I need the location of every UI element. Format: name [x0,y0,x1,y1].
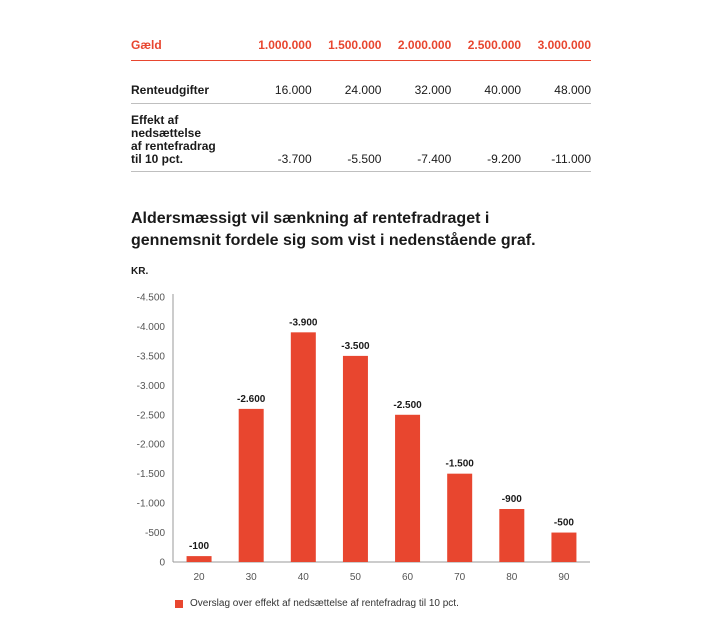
table-row-renteudgifter: Renteudgifter 16.000 24.000 32.000 40.00… [131,77,591,104]
table-header-row: Gæld 1.000.000 1.500.000 2.000.000 2.500… [131,30,591,61]
table-cell: 48.000 [521,77,591,104]
y-tick-label: -500 [145,528,165,539]
row-label-effekt: Effekt af nedsættelse af rentefradrag ti… [131,103,242,172]
y-tick-label: -3.500 [137,351,166,362]
row-label-renteudgifter: Renteudgifter [131,77,242,104]
header-1500000: 1.500.000 [311,30,382,61]
bar [499,509,525,562]
data-label: -1.500 [446,459,475,470]
header-2000000: 2.000.000 [381,30,452,61]
chart-legend: Overslag over effekt af nedsættelse af r… [175,598,459,609]
y-tick-label: -4.500 [137,293,166,304]
header-1000000: 1.000.000 [241,30,312,61]
legend-label: Overslag over effekt af nedsættelse af r… [190,598,459,609]
data-label: -2.600 [237,394,266,405]
x-tick-label: 60 [402,572,414,583]
table-cell: -9.200 [451,103,522,172]
header-3000000: 3.000.000 [521,30,591,61]
x-tick-label: 40 [298,572,310,583]
table-row-effekt: Effekt af nedsættelse af rentefradrag ti… [131,103,591,172]
table-cell: -5.500 [311,103,382,172]
x-tick-label: 90 [558,572,570,583]
bar [238,408,264,562]
y-tick-label: -4.000 [137,322,166,333]
legend-swatch [175,599,183,608]
table-cell: -7.400 [381,103,452,172]
table-spacer [131,61,591,78]
effekt-label-line: af rentefradrag [131,139,216,153]
bar [447,473,473,562]
bar [186,556,212,562]
x-tick-label: 20 [194,572,206,583]
bar [290,332,316,562]
data-label: -500 [554,518,574,529]
header-2500000: 2.500.000 [451,30,522,61]
x-tick-label: 70 [454,572,466,583]
heading-line: gennemsnit fordele sig som vist i nedens… [131,232,536,249]
x-tick-label: 80 [506,572,518,583]
bar [551,532,577,562]
data-label: -3.900 [289,317,318,328]
table-cell: -11.000 [521,103,591,172]
x-tick-label: 30 [246,572,258,583]
table-cell: 24.000 [311,77,382,104]
y-tick-label: 0 [159,558,165,569]
data-label: -3.500 [341,341,370,352]
y-axis-unit-label: KR. [131,266,149,277]
table-cell: 40.000 [451,77,522,104]
y-tick-label: -2.000 [137,440,166,451]
data-label: -900 [502,494,522,505]
table-cell: -3.700 [241,103,312,172]
effekt-label-line: Effekt af [131,113,179,127]
chart-heading: Aldersmæssigt vil sænkning af rentefradr… [131,208,591,252]
y-tick-label: -2.500 [137,410,166,421]
debt-table: Gæld 1.000.000 1.500.000 2.000.000 2.500… [131,30,591,172]
data-label: -100 [189,541,209,552]
table-cell: 16.000 [241,77,312,104]
x-tick-label: 50 [350,572,362,583]
header-gaeld: Gæld [131,30,242,61]
heading-line: Aldersmæssigt vil sænkning af rentefradr… [131,210,490,227]
bar [342,355,368,562]
bar [395,414,421,562]
y-tick-label: -3.000 [137,381,166,392]
bar-chart: 0 -500 -1.000 -1.500 -2.000 -2.500 -3.000 -3.50… [137,293,590,583]
y-tick-label: -1.500 [137,469,166,480]
y-tick-label: -1.000 [137,499,166,510]
effekt-label-line: nedsættelse [131,126,202,140]
effekt-label-line: til 10 pct. [131,152,184,166]
data-label: -2.500 [393,400,422,411]
table-cell: 32.000 [381,77,452,104]
